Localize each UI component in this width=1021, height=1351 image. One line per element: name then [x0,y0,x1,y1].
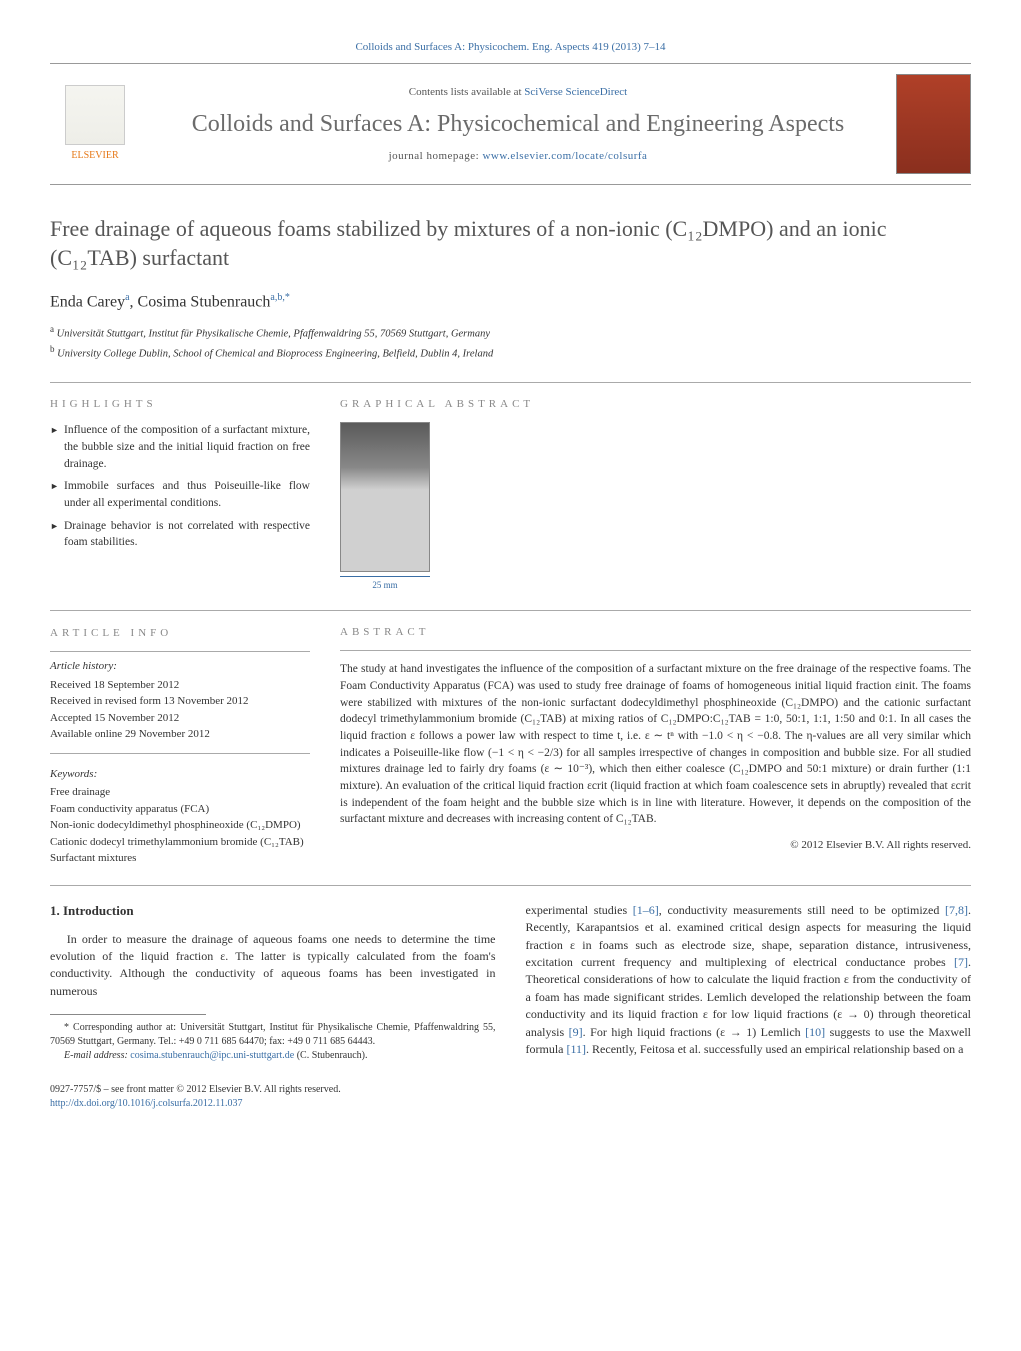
journal-reference-line: Colloids and Surfaces A: Physicochem. En… [50,40,971,55]
history-item: Received 18 September 2012 [50,677,310,694]
elsevier-label: ELSEVIER [71,149,118,163]
abstract-text: The study at hand investigates the influ… [340,661,971,828]
footnote-rule [50,1014,206,1015]
keyword-item: Foam conductivity apparatus (FCA) [50,801,310,818]
highlight-item: Drainage behavior is not correlated with… [50,518,310,551]
highlights-ga-row: HIGHLIGHTS Influence of the composition … [50,397,971,592]
journal-cover-thumbnail [896,74,971,174]
journal-title: Colloids and Surfaces A: Physicochemical… [152,110,884,139]
article-history-heading: Article history: [50,658,310,675]
front-matter-line: 0927-7757/$ – see front matter © 2012 El… [50,1083,971,1097]
affiliations-block: a Universität Stuttgart, Institut für Ph… [50,323,971,362]
graphical-abstract-figure: 25 mm [340,422,971,592]
corresponding-author-footnote: * Corresponding author at: Universität S… [50,1021,496,1049]
keyword-item: Cationic dodecyl trimethylammonium bromi… [50,834,310,851]
info-abstract-row: ARTICLE INFO Article history: Received 1… [50,625,971,867]
email-link[interactable]: cosima.stubenrauch@ipc.uni-stuttgart.de [130,1050,294,1061]
elsevier-logo: ELSEVIER [50,79,140,169]
ref-link[interactable]: [7] [954,955,968,969]
author-list: Enda Careya, Cosima Stubenraucha,b,* [50,291,971,314]
highlights-list: Influence of the composition of a surfac… [50,422,310,551]
divider [50,885,971,886]
copyright-line: © 2012 Elsevier B.V. All rights reserved… [340,838,971,853]
ref-link[interactable]: [7,8] [945,903,968,917]
homepage-line: journal homepage: www.elsevier.com/locat… [152,149,884,164]
article-title: Free drainage of aqueous foams stabilize… [50,215,971,272]
highlight-item: Immobile surfaces and thus Poiseuille-li… [50,478,310,511]
intro-heading: 1. Introduction [50,902,496,921]
keywords-heading: Keywords: [50,766,310,783]
history-item: Accepted 15 November 2012 [50,710,310,727]
elsevier-tree-icon [65,85,125,145]
graphical-abstract-caption: 25 mm [340,576,430,592]
sciencedirect-link[interactable]: SciVerse ScienceDirect [524,86,627,98]
journal-homepage-link[interactable]: www.elsevier.com/locate/colsurfa [482,150,647,162]
keyword-item: Free drainage [50,784,310,801]
article-info-label: ARTICLE INFO [50,625,310,642]
highlight-item: Influence of the composition of a surfac… [50,422,310,472]
divider [50,610,971,611]
ref-link[interactable]: [10] [805,1025,825,1039]
keyword-item: Surfactant mixtures [50,850,310,867]
affiliation-b: University College Dublin, School of Che… [57,348,493,359]
highlights-label: HIGHLIGHTS [50,397,310,412]
header-center: Contents lists available at SciVerse Sci… [140,85,896,165]
graphical-abstract-image [340,422,430,572]
abstract-label: ABSTRACT [340,625,971,640]
history-item: Available online 29 November 2012 [50,726,310,743]
graphical-abstract-label: GRAPHICAL ABSTRACT [340,397,971,412]
keyword-item: Non-ionic dodecyldimethyl phosphineoxide… [50,817,310,834]
article-info-block: ARTICLE INFO Article history: Received 1… [50,625,310,867]
intro-paragraph-1: In order to measure the drainage of aque… [50,931,496,1001]
body-columns: 1. Introduction In order to measure the … [50,902,971,1063]
email-footnote: E-mail address: cosima.stubenrauch@ipc.u… [50,1049,496,1063]
affiliation-a: Universität Stuttgart, Institut für Phys… [57,329,490,340]
ref-link[interactable]: [9] [569,1025,583,1039]
abstract-block: ABSTRACT The study at hand investigates … [340,625,971,867]
divider [50,382,971,383]
ref-link[interactable]: [1–6] [633,903,659,917]
doi-block: 0927-7757/$ – see front matter © 2012 El… [50,1083,971,1111]
ref-link[interactable]: [11] [567,1042,587,1056]
author-2-affil: a,b,* [270,292,289,303]
contents-lists-line: Contents lists available at SciVerse Sci… [152,85,884,100]
history-item: Received in revised form 13 November 201… [50,693,310,710]
intro-paragraph-2: experimental studies [1–6], conductivity… [526,902,972,1059]
journal-header-band: ELSEVIER Contents lists available at Sci… [50,63,971,185]
author-2: Cosima Stubenrauch [138,293,271,310]
author-1: Enda Carey [50,293,125,310]
doi-link[interactable]: http://dx.doi.org/10.1016/j.colsurfa.201… [50,1098,243,1109]
